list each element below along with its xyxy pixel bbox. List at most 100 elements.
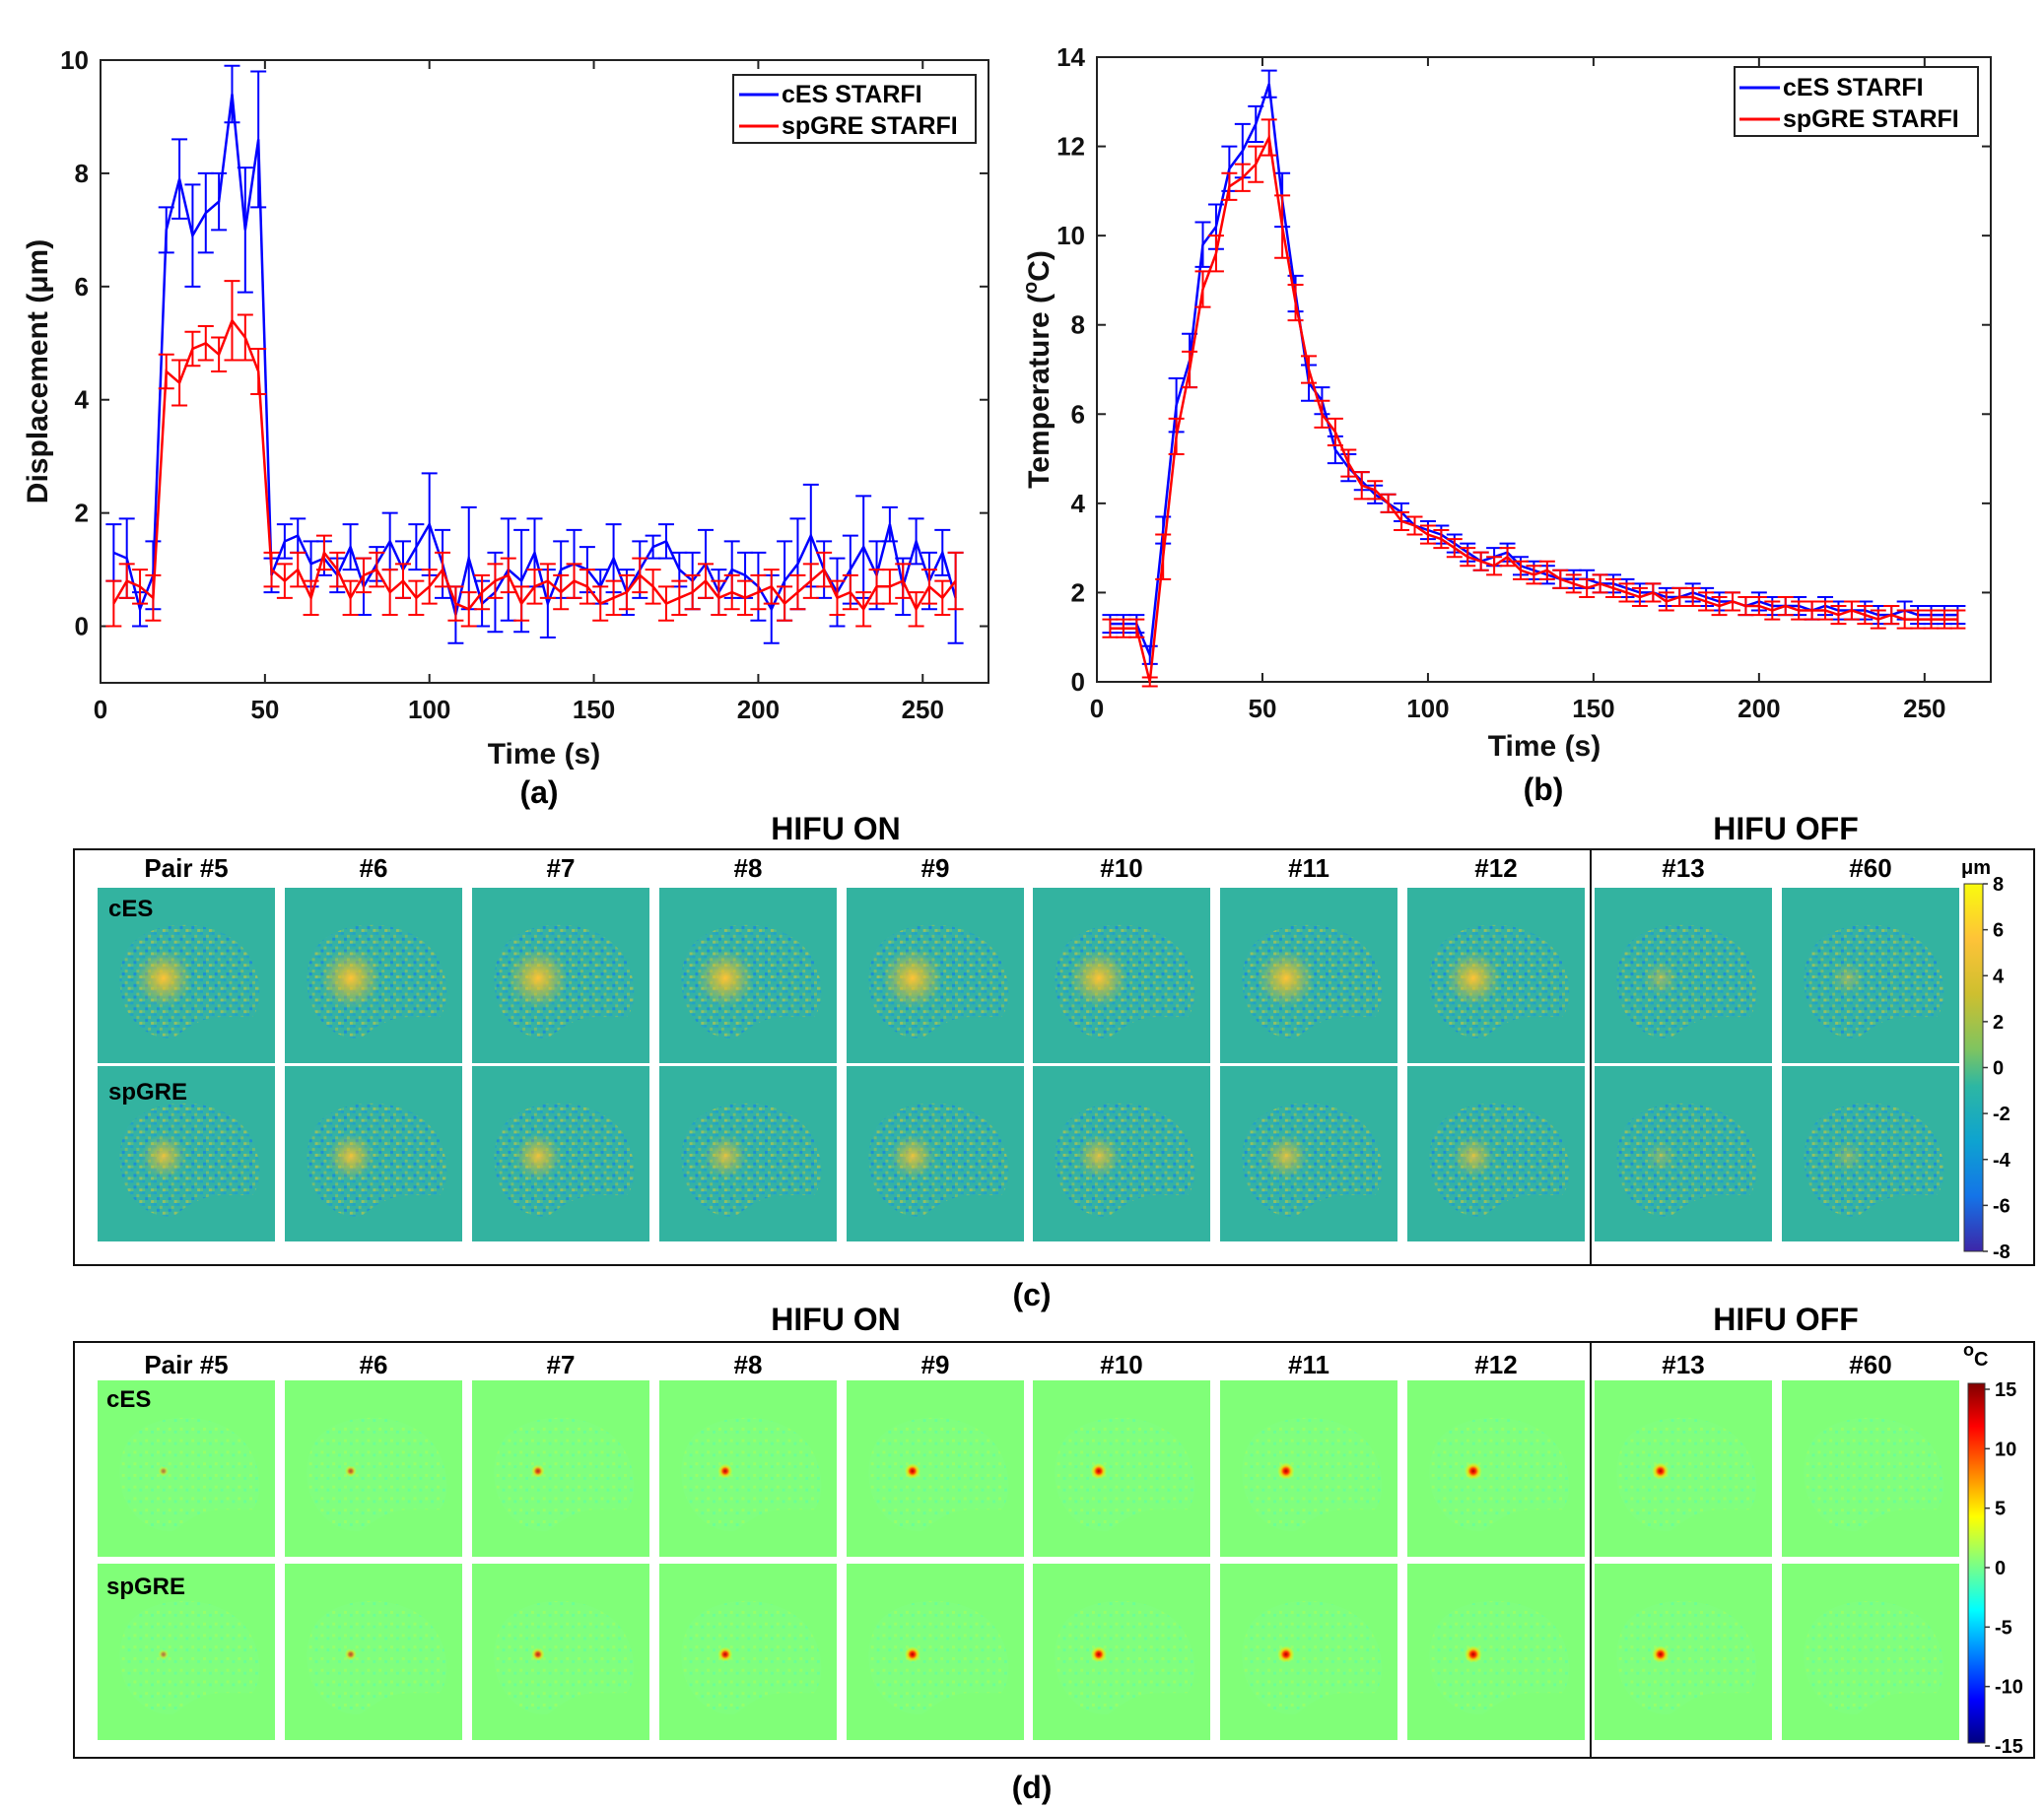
error-bar [1182,350,1198,389]
error-bar [1592,573,1608,594]
panel-a-x-label: Time (s) [488,738,600,771]
error-bar [1552,569,1569,589]
error-bar [224,64,240,124]
map-tile [1407,1066,1585,1241]
panel-b-y-label: Temperature (oC) [1020,250,1056,489]
error-bar [381,569,398,617]
error-bar [1684,586,1701,608]
map-tile [472,1066,649,1241]
panel-c-header-hifu-on: HIFU ON [771,811,901,846]
column-header: #10 [1100,1350,1142,1379]
x-tick-label: 0 [1090,694,1104,723]
error-bar [645,569,661,605]
map-tile [98,1380,275,1557]
panel-b-y-label-main: Temperature ( [1023,294,1056,489]
x-tick-label: 50 [1249,694,1277,723]
panel-d-temperature-maps: HIFU ON HIFU OFF Pair #5 #6 #7 #8 #9 #10 #11 #1… [73,1302,2035,1805]
error-bar [802,563,819,599]
panel-b-temperature-plot: 0 50 100 150 200 250 0 2 4 6 8 10 12 14 Time (s) Temp… [1020,42,1992,807]
error-bar [592,585,609,622]
error-bar [276,523,293,560]
colorbar-tick-label: -2 [1993,1104,2010,1125]
error-bar [158,353,174,390]
error-bar [158,206,174,254]
error-bar [421,569,438,605]
map-tile [1033,1380,1210,1557]
error-bar [934,579,951,617]
error-bar [474,573,491,611]
map-tile [1782,888,1959,1063]
error-bar [1923,609,1940,630]
error-bar [1605,577,1622,598]
error-bar [1194,221,1211,268]
panel-d-header-hifu-on: HIFU ON [771,1302,901,1337]
map-tile [285,1066,462,1241]
panel-b-plot-frame [1096,56,1992,683]
error-bar [750,573,767,611]
panel-d-colorbar-unit-c: C [1974,1349,1988,1371]
map-tile [1782,1564,1959,1740]
panel-c-displacement-maps: HIFU ON HIFU OFF Pair #5 #6 #7 #8 #9 #10 #11 #1… [73,811,2035,1312]
error-bar [184,183,201,288]
panel-a-label: (a) [519,774,558,810]
error-bar [145,573,162,622]
column-header: #6 [360,853,388,883]
error-bar [763,569,780,605]
colorbar-tick-label: -5 [1995,1617,2012,1639]
error-bar [816,551,833,588]
y-tick-label: 2 [75,499,89,528]
error-bar [1155,533,1172,580]
error-bar [1314,399,1330,429]
x-tick-label: 200 [1737,694,1780,723]
error-bar [1394,510,1410,532]
x-tick-label: 250 [902,695,944,724]
y-tick-label: 4 [75,385,90,415]
colorbar-tick-label: 10 [1995,1439,2016,1460]
error-bar [460,591,477,628]
error-bar [920,569,937,605]
error-bar [105,579,122,628]
error-bar [947,551,964,611]
column-header: #10 [1100,853,1142,883]
error-bar [408,523,425,571]
error-bar [1248,145,1264,183]
error-bar [1128,618,1145,638]
map-tile [285,888,462,1063]
x-tick-label: 100 [1406,694,1449,723]
error-bar [1750,595,1767,617]
error-bar [250,348,267,395]
error-bar [1248,104,1264,144]
error-bar [303,579,319,617]
error-bar [1804,600,1820,621]
error-bar [789,573,806,611]
column-header: Pair #5 [144,1350,228,1379]
error-bar [1472,551,1489,571]
y-tick-label: 0 [1071,667,1085,697]
error-bar [855,591,872,628]
error-bar [895,563,912,599]
map-tile [1033,888,1210,1063]
panel-a-legend-ces: cES STARFI [782,81,922,108]
colorbar-tick-label: 5 [1995,1499,2006,1520]
error-bar [1764,600,1781,621]
column-header: #7 [547,1350,576,1379]
column-header: #13 [1662,1350,1704,1379]
x-tick-label: 100 [408,695,450,724]
error-bar [1896,609,1913,630]
panel-b-legend: cES STARFI spGRE STARFI [1734,66,1979,137]
map-tile [1595,888,1772,1063]
panel-d-label: (d) [1012,1770,1053,1805]
column-header: #12 [1474,853,1517,883]
column-header: #6 [360,1350,388,1379]
map-tile [1033,1564,1210,1740]
map-tile [1782,1380,1959,1557]
error-bar [1645,582,1662,603]
panel-b-y-label-unit: C) [1023,250,1056,282]
error-bar [171,138,188,220]
y-tick-label: 8 [1071,310,1085,340]
column-header: #60 [1849,853,1891,883]
x-tick-label: 50 [250,695,279,724]
error-bar [1207,235,1224,273]
map-tile [285,1564,462,1740]
map-tile [659,1066,837,1241]
